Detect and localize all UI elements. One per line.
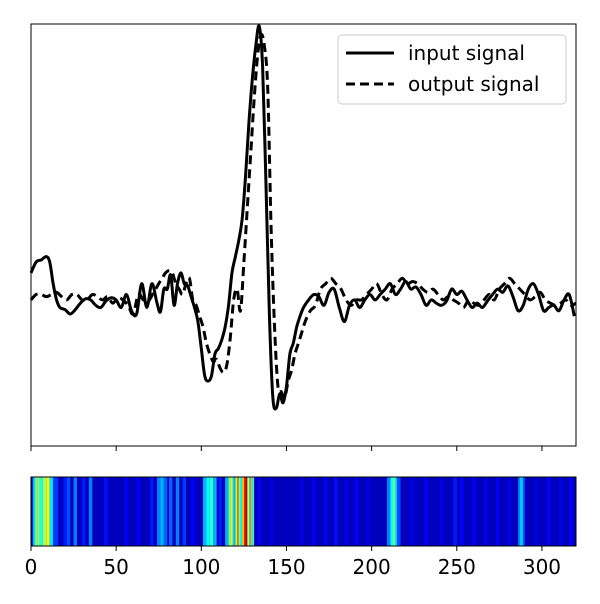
heatmap-cell (206, 477, 210, 546)
heatmap-cell (558, 477, 563, 546)
heatmap-cell (386, 477, 391, 546)
heatmap-cell (366, 477, 370, 546)
heatmap-cell (231, 477, 234, 546)
heatmap-cell (230, 477, 232, 546)
heatmap-cell (73, 477, 77, 546)
bottom-x-tick-label: 50 (103, 555, 128, 579)
heatmap-cell (424, 477, 428, 546)
heatmap-cell (569, 477, 573, 546)
heatmap-cell (245, 477, 248, 546)
heatmap-cell (228, 477, 231, 546)
heatmap-cell (46, 477, 50, 546)
heatmap-cell (49, 477, 54, 546)
heatmap-cell (518, 477, 520, 546)
heatmap-cell (237, 477, 239, 546)
heatmap-cell (300, 477, 304, 546)
heatmap-cell (233, 477, 236, 546)
heatmap-cell (395, 477, 398, 546)
heatmap-cell (42, 477, 47, 546)
heatmap-cell (160, 477, 164, 546)
heatmap-cell (63, 477, 67, 546)
bottom-x-tick-label: 300 (523, 555, 561, 579)
plot-area-frame (30, 23, 577, 447)
heatmap-cells (32, 477, 573, 546)
heatmap-cell (225, 477, 229, 546)
heatmap-cell (243, 477, 246, 546)
heatmap-cell (344, 477, 348, 546)
top-x-ticks (30, 446, 543, 451)
legend-input-label: input signal (408, 41, 525, 65)
heatmap-cell (36, 477, 38, 546)
heatmap-cell (39, 477, 43, 546)
heatmap-cell (397, 477, 401, 546)
heatmap-cell (535, 477, 539, 546)
heatmap-cell (523, 477, 525, 546)
heatmap-cell (175, 477, 180, 546)
heatmap-cell (157, 477, 161, 546)
legend: input signal output signal (337, 34, 567, 105)
heatmap-cell (269, 477, 273, 546)
heatmap-cell (32, 477, 35, 546)
heatmap-cell (66, 477, 71, 546)
heatmap-cell (168, 477, 173, 546)
heatmap-cell (136, 477, 140, 546)
heatmap-cell (334, 477, 338, 546)
legend-output-label: output signal (408, 72, 539, 96)
bottom-x-tick-label: 150 (267, 555, 305, 579)
heatmap-cell (507, 477, 512, 546)
heatmap-cell (37, 477, 40, 546)
input-signal-line (29, 24, 576, 411)
heatmap-cell (34, 477, 37, 546)
heatmap-cell (218, 477, 222, 546)
heatmap-cell (124, 477, 129, 546)
heatmap-cell (213, 477, 217, 546)
bottom-x-tick-label: 0 (25, 555, 38, 579)
heatmap-cell (312, 477, 316, 546)
bottom-x-axis: 0 50 100 150 200 250 300 (25, 546, 561, 579)
heatmap-cell (209, 477, 214, 546)
heatmap-cell (453, 477, 457, 546)
heatmap-cell (484, 477, 488, 546)
heatmap-cell (163, 477, 168, 546)
heatmap-cell (82, 477, 86, 546)
heatmap-cell (495, 477, 500, 546)
heatmap-cell (104, 477, 108, 546)
heatmap-cell (247, 477, 249, 546)
heatmap-cell (323, 477, 328, 546)
heatmap-cell (238, 477, 241, 546)
bottom-x-tick-label: 100 (182, 555, 220, 579)
heatmap-cell (410, 477, 415, 546)
heatmap-frame (30, 476, 577, 547)
signal-line-plot: input signal output signal (29, 23, 577, 451)
legend-box (337, 34, 567, 105)
heatmap-cell (252, 477, 255, 546)
heatmap-cell (354, 477, 358, 546)
heatmap-cell (53, 477, 59, 546)
bottom-x-tick-label: 200 (353, 555, 391, 579)
heatmap-cell (150, 477, 154, 546)
heatmap-cell (182, 477, 186, 546)
bottom-x-tick-label: 250 (438, 555, 476, 579)
heatmap-cell (88, 477, 93, 546)
heatmap-cell (460, 477, 464, 546)
heatmap-cell (519, 477, 524, 546)
heatmap-cell (472, 477, 476, 546)
heatmap-cell (240, 477, 243, 546)
heatmap-cell (392, 477, 396, 546)
heatmap-cell (547, 477, 551, 546)
heatmap-cell (203, 477, 207, 546)
heatmap-cell (390, 477, 393, 546)
heatmap-cell (235, 477, 238, 546)
heatmap-cell (242, 477, 244, 546)
heatmap-cell (439, 477, 444, 546)
heatmap-cell (250, 477, 253, 546)
heatmap-cell (249, 477, 251, 546)
heatmap-cell (257, 477, 261, 546)
heatmap-cell (191, 477, 195, 546)
heatmap-strip: 0 50 100 150 200 250 300 (25, 476, 577, 579)
